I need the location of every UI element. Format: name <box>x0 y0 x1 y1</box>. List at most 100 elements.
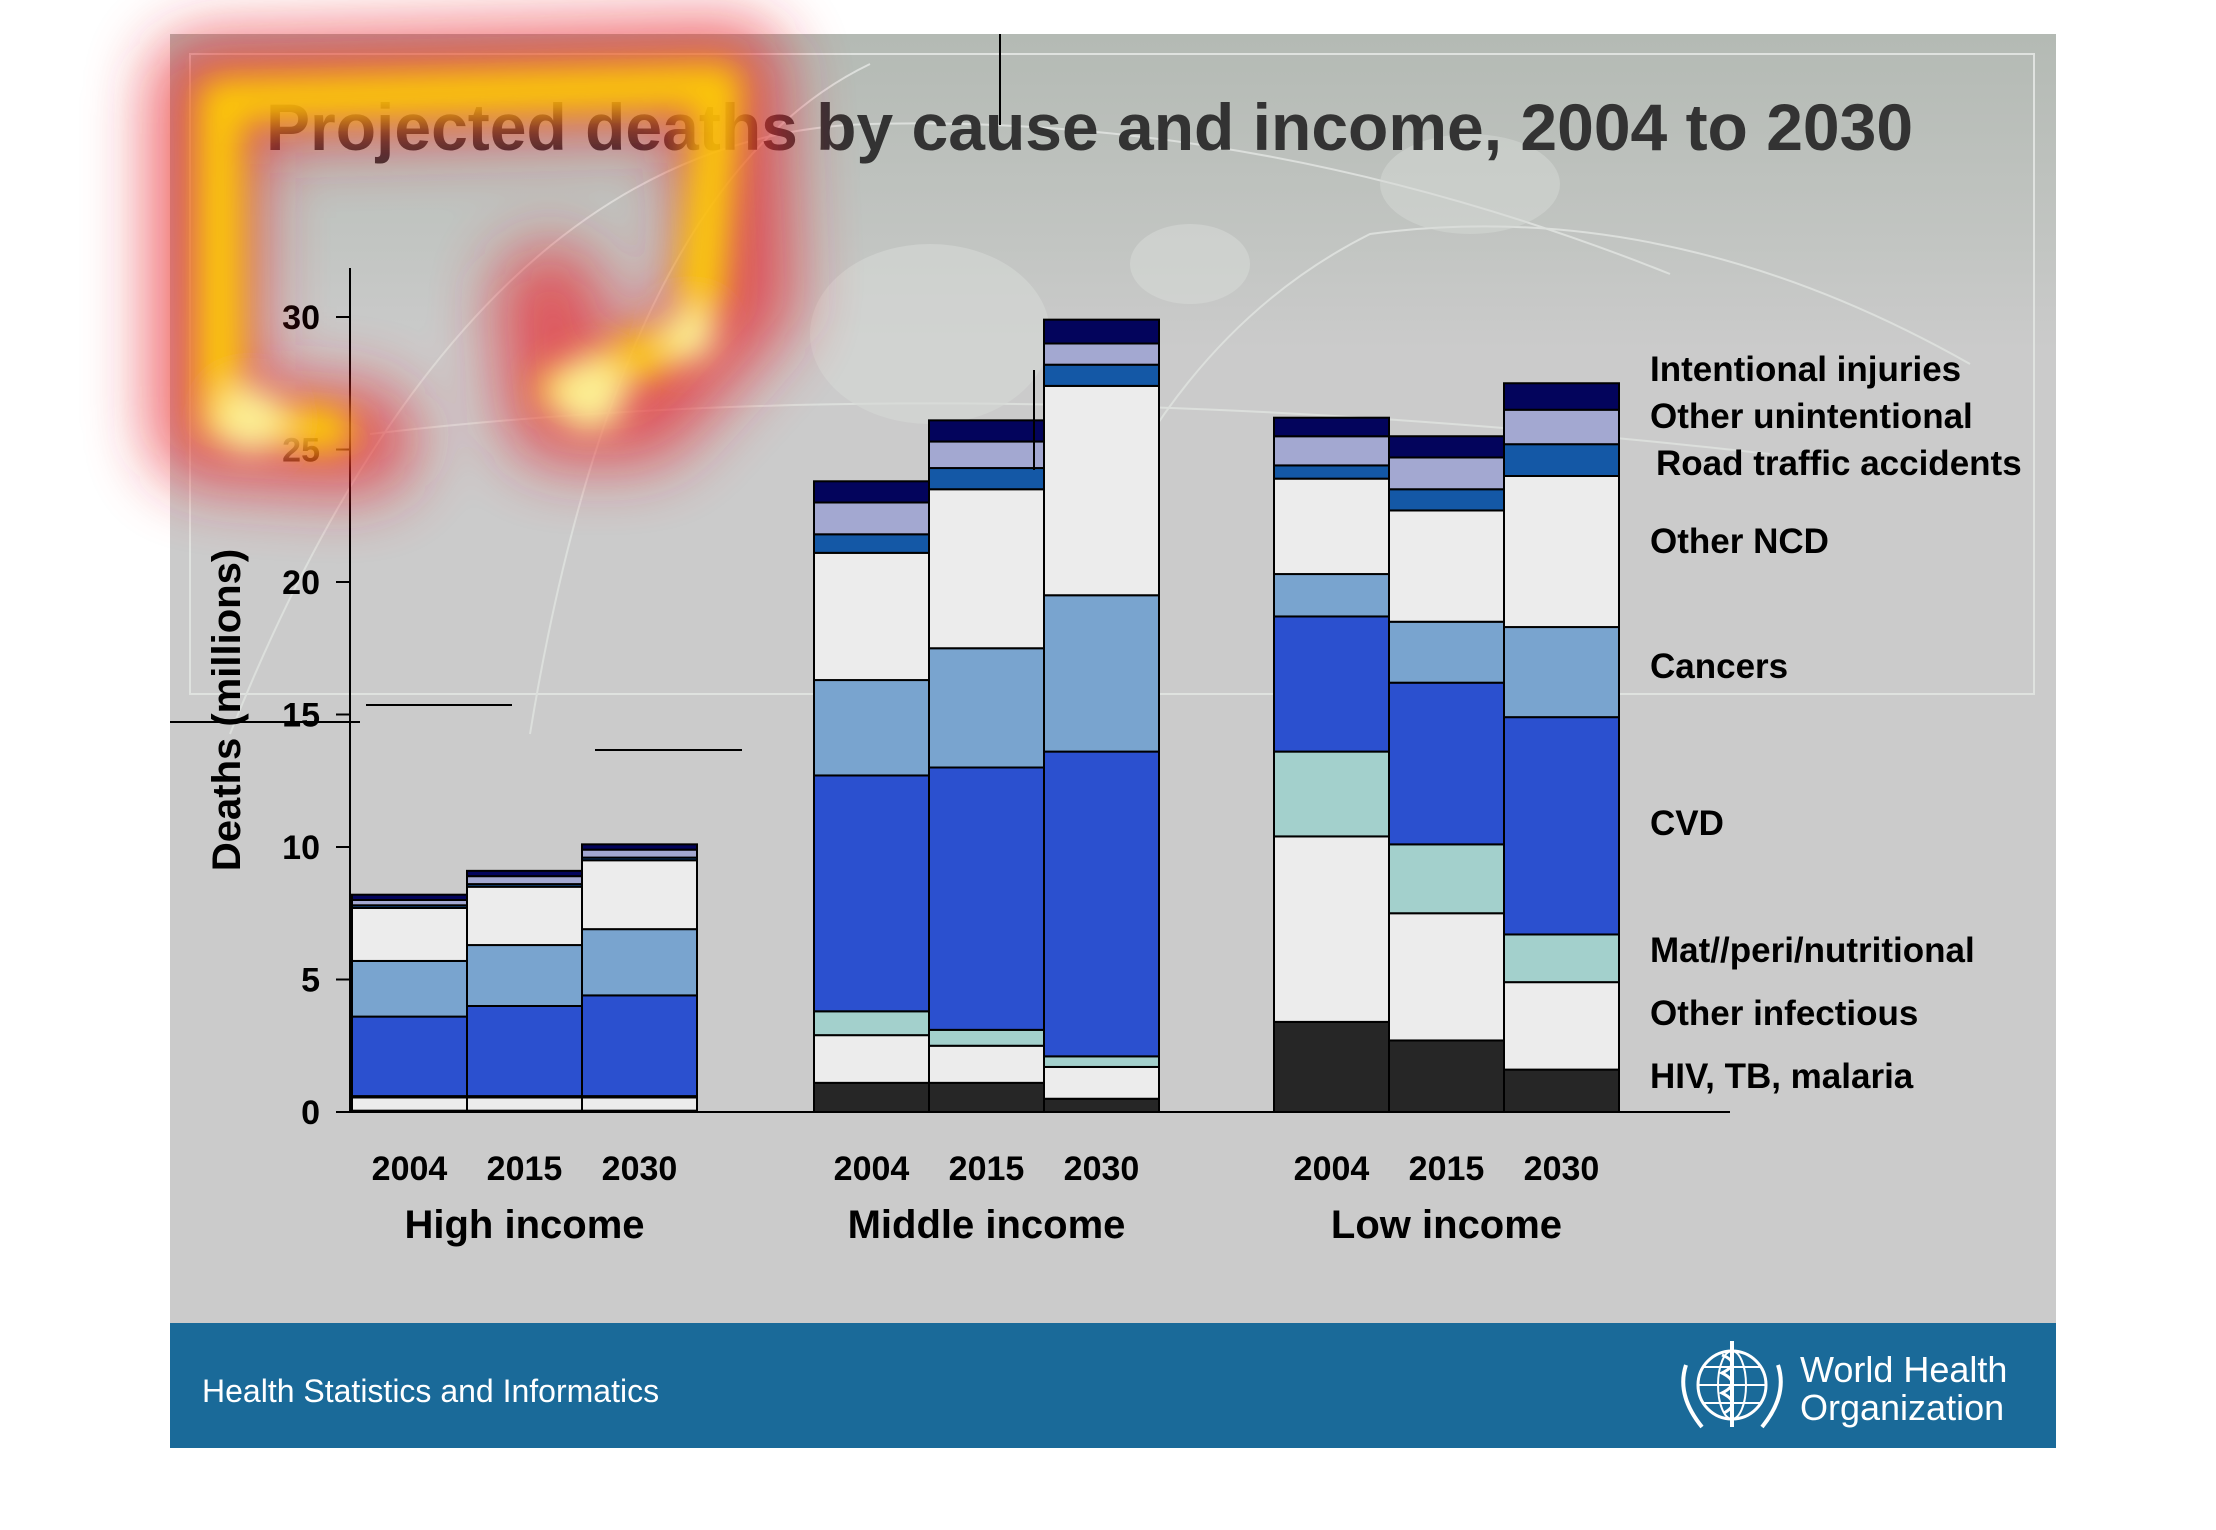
bar-segment <box>813 533 930 554</box>
legend-label: Cancers <box>1650 647 1788 686</box>
y-tick-label: 0 <box>301 1094 320 1132</box>
bar-segment <box>1388 435 1505 459</box>
bar-segment <box>928 1081 1045 1113</box>
bar-segment <box>813 551 930 682</box>
legend-label: Road traffic accidents <box>1656 444 2022 483</box>
org-name-line-1: World Health <box>1800 1349 2008 1390</box>
bar-segment <box>466 875 583 886</box>
stray-lines <box>170 34 1035 751</box>
organization-name: World Health Organization <box>1800 1351 2007 1427</box>
y-tick-label: 10 <box>282 829 320 867</box>
x-tick-label: 2030 <box>602 1150 678 1188</box>
bar-segment <box>1273 416 1390 438</box>
x-tick-label: 2015 <box>1409 1150 1485 1188</box>
y-tick-label: 5 <box>301 962 320 1000</box>
bar-segment <box>466 944 583 1007</box>
bar-segment <box>813 1034 930 1084</box>
bar-segment <box>581 848 698 859</box>
x-tick-label: 2030 <box>1524 1150 1600 1188</box>
x-tick-label: 2015 <box>949 1150 1025 1188</box>
bar-segment <box>1043 1065 1160 1100</box>
footer-bar: Health Statistics and Informatics World … <box>170 1323 2056 1448</box>
org-name-line-2: Organization <box>1800 1387 2005 1428</box>
bar-segment <box>351 1096 468 1112</box>
footer-text: Health Statistics and Informatics <box>202 1373 660 1409</box>
bar-segment <box>1273 615 1390 753</box>
bar-segment <box>1503 382 1620 411</box>
group-label: Middle income <box>848 1203 1126 1247</box>
bar-segment <box>813 774 930 1013</box>
x-tick-label: 2030 <box>1064 1150 1140 1188</box>
y-tick-label: 15 <box>282 697 320 735</box>
group-label: Low income <box>1331 1203 1562 1247</box>
bar-segment <box>351 906 468 962</box>
bar-segment <box>1503 475 1620 629</box>
bar-segment <box>813 501 930 536</box>
bar-segment <box>1043 1055 1160 1068</box>
bar-segment <box>1273 573 1390 618</box>
bar-segment <box>1503 408 1620 446</box>
bar-segment <box>1388 509 1505 623</box>
bar-segment <box>466 885 583 947</box>
bar-segment <box>928 766 1045 1031</box>
bar-segment <box>1273 435 1390 467</box>
bar-segment <box>813 1081 930 1113</box>
bar-segment <box>1273 835 1390 1023</box>
legend-label: HIV, TB, malaria <box>1650 1057 1914 1096</box>
y-tick-label: 30 <box>282 299 320 337</box>
bar-segment <box>466 1096 583 1112</box>
bar-segment <box>1273 750 1390 838</box>
bar-segment <box>1043 318 1160 345</box>
bar-segment <box>466 1005 583 1098</box>
legend-label: CVD <box>1650 804 1724 843</box>
y-tick-label: 20 <box>282 564 320 602</box>
bar-segment <box>928 488 1045 650</box>
x-tick-label: 2015 <box>487 1150 563 1188</box>
bar-segment <box>1388 681 1505 846</box>
legend-label: Other infectious <box>1650 994 1918 1033</box>
bar-segment <box>581 928 698 997</box>
bar-segment <box>1043 384 1160 597</box>
x-tick-label: 2004 <box>834 1150 910 1188</box>
y-tick-label: 25 <box>282 432 320 470</box>
bar-segment <box>1503 1068 1620 1113</box>
bar-segment <box>1388 620 1505 684</box>
bar-segment <box>813 1010 930 1037</box>
bar-segment <box>928 440 1045 470</box>
bar-segment <box>928 419 1045 443</box>
bar-segment <box>1043 750 1160 1058</box>
chart-title: Projected deaths by cause and income, 20… <box>266 90 1913 164</box>
x-tick-label: 2004 <box>372 1150 448 1188</box>
bar-segment <box>1388 456 1505 491</box>
legend-label: Other NCD <box>1650 522 1829 561</box>
y-axis-label: Deaths (millions) <box>205 549 249 871</box>
bar-segment <box>1388 1039 1505 1113</box>
bar-segment <box>1388 912 1505 1042</box>
bar-segment <box>1043 363 1160 387</box>
bar-segment <box>351 893 468 902</box>
bar-segment <box>1503 981 1620 1071</box>
who-emblem-icon <box>1681 1341 1783 1429</box>
bar-segment <box>1503 626 1620 719</box>
bar-segment <box>928 1044 1045 1084</box>
bar-segment <box>351 1015 468 1098</box>
bar-segment <box>1273 464 1390 480</box>
bar-segment <box>1503 933 1620 984</box>
bar-segment <box>1503 716 1620 936</box>
bar-segment <box>1503 443 1620 478</box>
bar-segment <box>928 647 1045 769</box>
bar-segment <box>581 1096 698 1112</box>
bar-segment <box>813 679 930 777</box>
bar-segment <box>813 480 930 504</box>
bar-segment <box>581 859 698 931</box>
legend-label: Other unintentional <box>1650 397 1973 436</box>
group-label: High income <box>404 1203 644 1247</box>
bar-segment <box>581 843 698 851</box>
legend-label: Mat//peri/nutritional <box>1650 931 1975 970</box>
bar-segment <box>1043 594 1160 753</box>
bar-segment <box>1388 488 1505 512</box>
bar-segment <box>1273 1020 1390 1114</box>
bar-segment <box>581 994 698 1098</box>
bar-segment <box>928 1028 1045 1047</box>
